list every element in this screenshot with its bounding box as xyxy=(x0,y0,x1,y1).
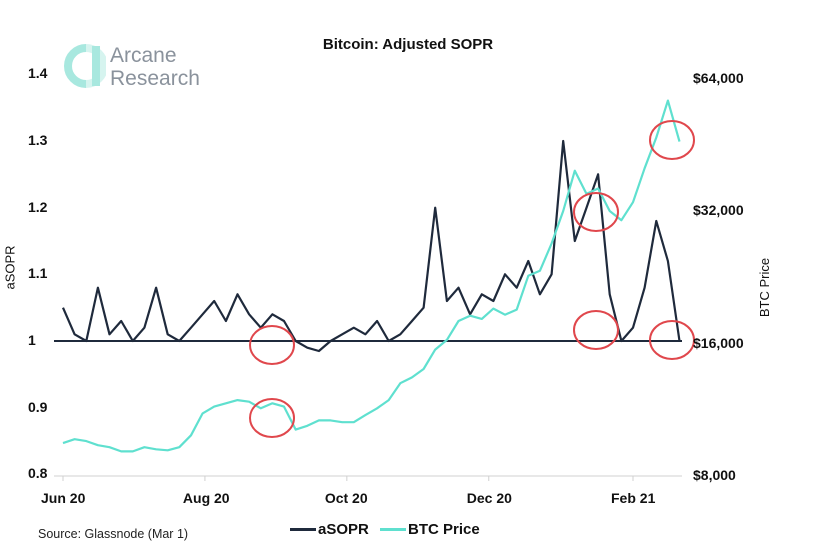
annotation-circle xyxy=(249,398,295,438)
legend-label-asopr: aSOPR xyxy=(318,521,369,538)
annotation-circle xyxy=(573,192,619,232)
chart-title: Bitcoin: Adjusted SOPR xyxy=(322,36,494,53)
y-tick-label: 0.9 xyxy=(28,398,48,415)
x-tick-label: Dec 20 xyxy=(466,490,512,506)
logo-line-1: Arcane xyxy=(110,44,177,67)
annotation-circle xyxy=(249,325,295,365)
legend-swatch-asopr xyxy=(290,528,316,531)
arcane-logo-icon xyxy=(62,44,108,93)
y2-tick-label: $32,000 xyxy=(693,202,744,218)
legend-item-btc-price: BTC Price xyxy=(380,521,480,538)
y-tick-label: 1 xyxy=(28,332,36,348)
logo-line-2: Research xyxy=(110,67,200,90)
y-tick-label: 0.8 xyxy=(28,465,48,482)
annotation-circle xyxy=(649,120,695,160)
y2-tick-label: $64,000 xyxy=(693,69,744,86)
y2-tick-label: $16,000 xyxy=(693,334,744,351)
x-tick-label: Aug 20 xyxy=(182,490,230,506)
logo-text: Arcane Research xyxy=(110,44,200,90)
source-note: Source: Glassnode (Mar 1) xyxy=(38,527,189,541)
y-tick-label: 1.4 xyxy=(28,65,48,82)
y-tick-label: 1.2 xyxy=(28,198,48,215)
series-line-btc-price xyxy=(62,99,681,453)
annotation-circle xyxy=(649,320,695,360)
x-tick-label: Oct 20 xyxy=(324,490,368,506)
y2-tick-label: $8,000 xyxy=(693,467,736,483)
legend-swatch-btc-price xyxy=(380,528,406,531)
legend-label-btc-price: BTC Price xyxy=(408,521,480,538)
series-line-asopr xyxy=(61,139,681,353)
x-tick-label: Jun 20 xyxy=(41,490,86,506)
y-tick-label: 1.3 xyxy=(28,131,48,148)
annotation-circle xyxy=(573,310,619,350)
x-tick-label: Feb 21 xyxy=(611,490,656,506)
y-tick-label: 1.1 xyxy=(28,265,48,282)
legend-item-asopr: aSOPR xyxy=(290,521,369,538)
